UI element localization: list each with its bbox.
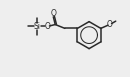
Text: O: O (106, 20, 112, 29)
Text: O: O (45, 22, 50, 31)
Text: O: O (51, 9, 57, 18)
Text: Si: Si (33, 22, 40, 31)
